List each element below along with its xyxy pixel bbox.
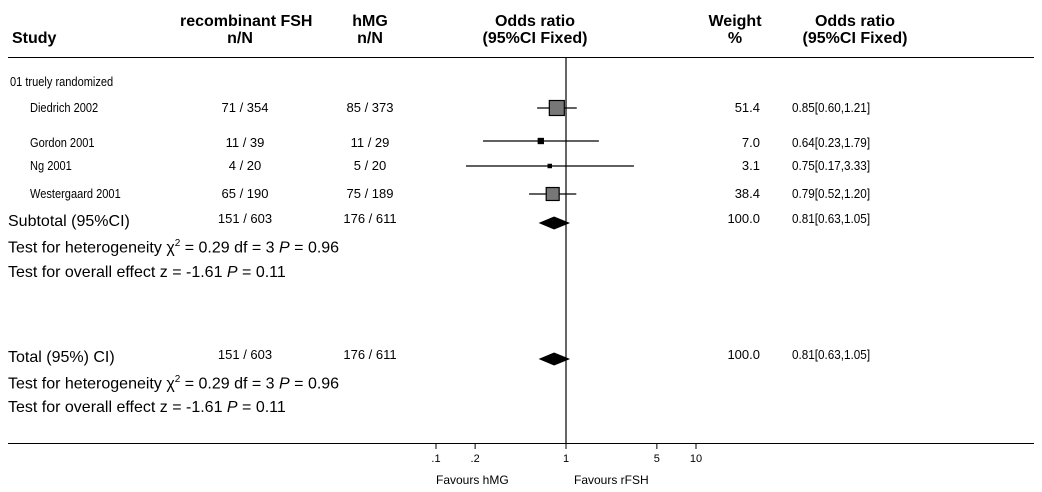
subtotal-heterogeneity-test: Test for heterogeneity χ2 = 0.29 df = 3 … bbox=[8, 238, 339, 257]
subtotal-weight: 100.0 bbox=[727, 211, 760, 226]
axis-tick-label: 1 bbox=[563, 453, 569, 465]
p-symbol: P bbox=[279, 239, 290, 257]
study-or-ci: 0.79[0.52,1.20] bbox=[792, 186, 871, 201]
header-or-values-line2: (95%CI Fixed) bbox=[802, 30, 908, 47]
header-study: Study bbox=[12, 30, 57, 47]
study-name: Ng 2001 bbox=[30, 158, 72, 173]
header-weight: Weight % bbox=[700, 13, 770, 47]
study-hmg-events: 85 / 373 bbox=[346, 100, 394, 115]
header-rfsh-line2: n/N bbox=[227, 30, 253, 47]
header-weight-line1: Weight bbox=[708, 13, 762, 30]
total-diamond bbox=[538, 352, 571, 366]
total-label: Total (95%) CI) bbox=[8, 349, 115, 366]
header-rfsh: recombinant FSH n/N bbox=[180, 13, 313, 47]
header-hmg-line1: hMG bbox=[352, 13, 388, 30]
study-point-square bbox=[545, 186, 560, 202]
study-rfsh-events: 65 / 190 bbox=[221, 186, 269, 201]
eff-end: = 0.11 bbox=[237, 264, 286, 281]
total-weight: 100.0 bbox=[727, 347, 760, 362]
header-or-plot-line1: Odds ratio bbox=[494, 13, 575, 30]
footer-rule bbox=[8, 443, 1034, 444]
total-rfsh-events: 151 / 603 bbox=[217, 347, 273, 362]
study-hmg-events: 75 / 189 bbox=[346, 186, 394, 201]
subtotal-rfsh-events: 151 / 603 bbox=[217, 211, 273, 226]
chi-symbol: χ bbox=[166, 239, 175, 257]
header-weight-line2: % bbox=[727, 30, 743, 47]
study-point-square bbox=[537, 137, 544, 145]
het-end: = 0.96 bbox=[289, 239, 340, 257]
favours-right-label: Favours rFSH bbox=[574, 473, 649, 487]
header-hmg: hMG n/N bbox=[340, 13, 400, 47]
eff-prefix: Test for overall effect z = -1.61 bbox=[8, 264, 227, 281]
favours-left-label: Favours hMG bbox=[436, 473, 509, 487]
study-weight: 38.4 bbox=[734, 186, 760, 201]
het-end: = 0.96 bbox=[289, 375, 340, 393]
p-symbol: P bbox=[226, 264, 238, 281]
study-weight: 3.1 bbox=[741, 158, 760, 173]
subtotal-effect-test: Test for overall effect z = -1.61 P = 0.… bbox=[8, 264, 286, 282]
chi-exponent: 2 bbox=[174, 238, 181, 249]
study-weight: 7.0 bbox=[741, 135, 760, 150]
study-hmg-events: 5 / 20 bbox=[353, 158, 387, 173]
study-or-ci: 0.64[0.23,1.79] bbox=[792, 135, 871, 150]
het-prefix: Test for heterogeneity bbox=[8, 375, 167, 393]
subtotal-hmg-events: 176 / 611 bbox=[343, 211, 397, 226]
subtotal-diamond bbox=[538, 216, 571, 230]
het-mid: = 0.29 df = 3 bbox=[180, 239, 280, 257]
axis-tick-label: 5 bbox=[654, 453, 660, 465]
eff-end: = 0.11 bbox=[237, 399, 286, 416]
study-point-square bbox=[547, 163, 552, 169]
subtotal-or-ci: 0.81[0.63,1.05] bbox=[792, 211, 871, 226]
het-mid: = 0.29 df = 3 bbox=[180, 375, 280, 393]
header-or-plot-line2: (95%CI Fixed) bbox=[482, 30, 588, 47]
axis-tick-label: 10 bbox=[690, 453, 702, 465]
axis-tick-label: .1 bbox=[431, 453, 440, 465]
subtotal-label: Subtotal (95%CI) bbox=[8, 213, 130, 230]
header-or-values-line1: Odds ratio bbox=[814, 13, 895, 30]
study-rfsh-events: 11 / 39 bbox=[225, 135, 265, 150]
total-hmg-events: 176 / 611 bbox=[343, 347, 397, 362]
chi-symbol: χ bbox=[166, 375, 175, 393]
study-or-ci: 0.75[0.17,3.33] bbox=[792, 158, 871, 173]
study-name: Diedrich 2002 bbox=[30, 100, 99, 115]
total-or-ci: 0.81[0.63,1.05] bbox=[792, 347, 871, 362]
study-or-ci: 0.85[0.60,1.21] bbox=[792, 100, 871, 115]
axis-tick-label: .2 bbox=[471, 453, 480, 465]
eff-prefix: Test for overall effect z = -1.61 bbox=[8, 399, 227, 416]
header-rule bbox=[8, 57, 1034, 58]
p-symbol: P bbox=[279, 375, 290, 393]
header-hmg-line2: n/N bbox=[357, 30, 383, 47]
header-rfsh-line1: recombinant FSH bbox=[180, 13, 313, 30]
header-or-values: Odds ratio (95%CI Fixed) bbox=[785, 13, 925, 47]
study-weight: 51.4 bbox=[734, 100, 760, 115]
study-rfsh-events: 4 / 20 bbox=[228, 158, 262, 173]
chi-exponent: 2 bbox=[174, 374, 181, 385]
header-or-plot: Odds ratio (95%CI Fixed) bbox=[460, 13, 610, 47]
study-hmg-events: 11 / 29 bbox=[350, 135, 390, 150]
study-rfsh-events: 71 / 354 bbox=[221, 100, 269, 115]
study-point-square bbox=[548, 99, 565, 117]
p-symbol: P bbox=[226, 399, 238, 416]
study-name: Gordon 2001 bbox=[30, 135, 95, 150]
study-name: Westergaard 2001 bbox=[30, 186, 121, 201]
het-prefix: Test for heterogeneity bbox=[8, 239, 167, 257]
total-effect-test: Test for overall effect z = -1.61 P = 0.… bbox=[8, 399, 286, 417]
subgroup-label: 01 truely randomized bbox=[10, 74, 114, 89]
total-heterogeneity-test: Test for heterogeneity χ2 = 0.29 df = 3 … bbox=[8, 374, 339, 393]
